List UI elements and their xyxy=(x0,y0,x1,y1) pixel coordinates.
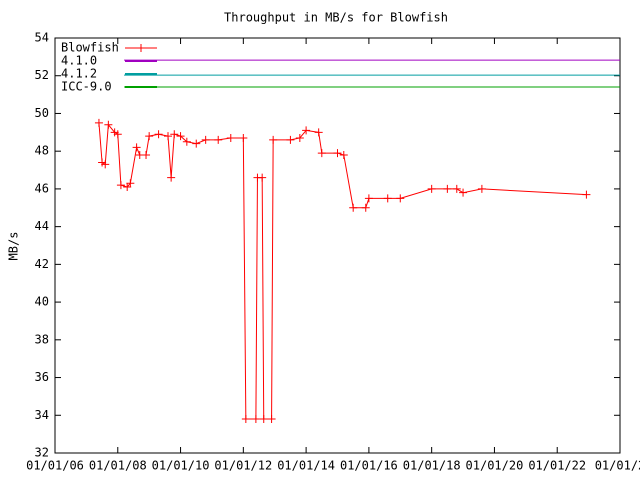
point-marker xyxy=(145,132,154,141)
point-marker xyxy=(317,149,326,158)
point-marker xyxy=(142,150,151,159)
point-marker xyxy=(241,415,250,424)
x-tick-label: 01/01/08 xyxy=(89,459,147,473)
x-tick-label: 01/01/10 xyxy=(152,459,210,473)
point-marker xyxy=(116,181,125,190)
legend-label: ICC-9.0 xyxy=(61,80,112,94)
point-marker xyxy=(269,135,278,144)
point-marker xyxy=(226,133,235,142)
point-marker xyxy=(176,132,185,141)
point-marker xyxy=(113,130,122,139)
point-marker xyxy=(126,179,135,188)
y-tick-label: 54 xyxy=(35,31,49,45)
point-marker xyxy=(459,188,468,197)
y-tick-label: 44 xyxy=(35,219,49,233)
point-marker xyxy=(443,184,452,193)
legend-label: 4.1.2 xyxy=(61,67,97,81)
y-tick-label: 38 xyxy=(35,332,49,346)
legend-label: Blowfish xyxy=(61,41,119,55)
y-tick-label: 36 xyxy=(35,370,49,384)
point-marker xyxy=(104,120,113,129)
y-tick-label: 40 xyxy=(35,295,49,309)
chart-title: Throughput in MB/s for Blowfish xyxy=(224,11,448,25)
x-tick-label: 01/01/22 xyxy=(528,459,586,473)
point-marker xyxy=(167,173,176,182)
y-tick-label: 52 xyxy=(35,68,49,82)
point-marker xyxy=(396,194,405,203)
point-marker xyxy=(302,126,311,135)
point-marker xyxy=(154,130,163,139)
point-marker xyxy=(333,149,342,158)
x-tick-label: 01/01/16 xyxy=(340,459,398,473)
point-marker xyxy=(383,194,392,203)
point-marker xyxy=(349,203,358,212)
point-marker xyxy=(295,133,304,142)
point-marker xyxy=(364,194,373,203)
legend-marker xyxy=(137,44,145,52)
x-tick-label: 01/01/2 xyxy=(595,459,640,473)
point-marker xyxy=(201,135,210,144)
point-marker xyxy=(164,132,172,141)
point-marker xyxy=(452,184,461,193)
legend-label: 4.1.0 xyxy=(61,54,97,68)
y-tick-label: 46 xyxy=(35,181,49,195)
point-marker xyxy=(427,184,436,193)
y-tick-label: 34 xyxy=(35,408,49,422)
point-marker xyxy=(214,135,223,144)
point-marker xyxy=(94,118,103,127)
x-tick-label: 01/01/06 xyxy=(26,459,84,473)
point-marker xyxy=(339,150,348,159)
point-marker xyxy=(259,415,268,424)
point-marker xyxy=(192,139,201,148)
y-tick-label: 32 xyxy=(35,446,49,460)
plot-frame xyxy=(54,37,621,454)
x-tick-label: 01/01/12 xyxy=(214,459,272,473)
point-marker xyxy=(361,203,370,212)
point-marker xyxy=(239,133,248,142)
y-tick-label: 50 xyxy=(35,106,49,120)
y-axis-label: MB/s xyxy=(7,232,21,261)
series-line xyxy=(98,122,587,420)
x-tick-label: 01/01/20 xyxy=(466,459,524,473)
point-marker xyxy=(170,130,179,139)
point-marker xyxy=(101,160,110,169)
x-tick-label: 01/01/18 xyxy=(403,459,461,473)
point-marker xyxy=(286,135,295,144)
y-tick-label: 42 xyxy=(35,257,49,271)
point-marker xyxy=(477,184,486,193)
x-tick-label: 01/01/14 xyxy=(277,459,335,473)
point-marker xyxy=(582,190,591,199)
point-marker xyxy=(258,173,267,182)
point-marker xyxy=(314,128,323,137)
y-tick-label: 48 xyxy=(35,144,49,158)
point-marker xyxy=(251,415,260,424)
point-marker xyxy=(132,143,141,152)
point-marker xyxy=(267,415,276,424)
point-marker xyxy=(182,137,191,146)
